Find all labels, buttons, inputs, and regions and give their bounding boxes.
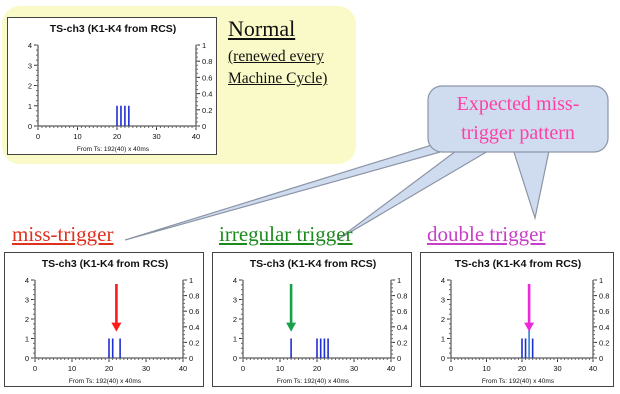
chart-svg: TS-ch3 (K1-K4 from RCS)0123400.20.40.60.… bbox=[28, 23, 213, 153]
callout-pointer-double bbox=[511, 145, 551, 221]
y-tick-label: 1 bbox=[25, 335, 29, 344]
annotation-arrow-head bbox=[111, 322, 122, 332]
x-tick-label: 40 bbox=[179, 364, 187, 373]
y-tick-label: 0 bbox=[441, 354, 445, 363]
x-tick-label: 10 bbox=[68, 364, 76, 373]
chart-panel-irregular-trigger: TS-ch3 (K1-K4 from RCS) 0 1 2 3 4 0 0.2 0.4 0.6 0.… bbox=[212, 252, 412, 387]
y2-tick-label: 1 bbox=[202, 41, 206, 50]
y2-tick-label: 0.6 bbox=[189, 307, 199, 316]
y-tick-label: 2 bbox=[233, 315, 237, 324]
x-tick-label: 10 bbox=[73, 132, 81, 141]
y2-tick-label: 0.2 bbox=[397, 338, 407, 347]
y2-tick-label: 0.8 bbox=[202, 57, 212, 66]
y-tick-label: 3 bbox=[28, 61, 32, 70]
y2-tick-label: 0.8 bbox=[397, 292, 407, 301]
y-tick-label: 4 bbox=[441, 276, 445, 285]
y2-tick-label: 0.2 bbox=[189, 338, 199, 347]
x-tick-label: 20 bbox=[105, 364, 113, 373]
annotation-arrow-head bbox=[524, 322, 535, 332]
normal-subtitle: (renewed every Machine Cycle) bbox=[228, 46, 358, 90]
x-tick-label: 20 bbox=[113, 132, 121, 141]
chart-title: TS-ch3 (K1-K4 from RCS) bbox=[42, 258, 169, 270]
x-tick-label: 0 bbox=[241, 364, 245, 373]
x-tick-label: 10 bbox=[482, 364, 490, 373]
normal-title: Normal bbox=[228, 16, 296, 41]
y-tick-label: 3 bbox=[233, 296, 237, 305]
x-tick-label: 0 bbox=[33, 364, 37, 373]
callout-text: Expected miss- trigger pattern bbox=[428, 90, 608, 148]
y-tick-label: 2 bbox=[441, 315, 445, 324]
callout-line-2: trigger pattern bbox=[461, 122, 575, 144]
chart-svg: TS-ch3 (K1-K4 from RCS)0123400.20.40.60.… bbox=[441, 258, 610, 385]
y2-tick-label: 0.8 bbox=[599, 292, 609, 301]
y2-tick-label: 0.4 bbox=[599, 323, 609, 332]
chart-title: TS-ch3 (K1-K4 from RCS) bbox=[455, 258, 582, 270]
y-tick-label: 2 bbox=[28, 82, 32, 91]
y2-tick-label: 0 bbox=[202, 122, 206, 131]
y-tick-label: 3 bbox=[441, 296, 445, 305]
y2-tick-label: 0.2 bbox=[599, 338, 609, 347]
x-tick-label: 20 bbox=[313, 364, 321, 373]
y-tick-label: 1 bbox=[233, 335, 237, 344]
x-axis-label: From Ts: 192(40) x 40ms bbox=[482, 378, 555, 385]
y2-tick-label: 0.4 bbox=[397, 323, 407, 332]
x-axis-label: From Ts: 192(40) x 40ms bbox=[69, 378, 142, 385]
y-tick-label: 4 bbox=[25, 276, 29, 285]
y2-tick-label: 0.6 bbox=[202, 73, 212, 82]
label-miss-trigger: miss-trigger bbox=[12, 222, 114, 246]
x-axis-label: From Ts: 192(40) x 40ms bbox=[277, 378, 350, 385]
y-tick-label: 4 bbox=[28, 41, 32, 50]
y2-tick-label: 0.4 bbox=[202, 90, 212, 99]
y2-tick-label: 0 bbox=[189, 354, 193, 363]
y-tick-label: 0 bbox=[25, 354, 29, 363]
annotation-arrow-head bbox=[286, 322, 297, 332]
x-axis-label: From Ts: 192(40) x 40ms bbox=[77, 146, 150, 153]
y-tick-label: 1 bbox=[28, 102, 32, 111]
callout-line-1: Expected miss- bbox=[456, 93, 580, 115]
label-double-trigger: double trigger bbox=[427, 222, 546, 246]
normal-subtitle-line-2: Machine Cycle) bbox=[228, 70, 328, 87]
x-tick-label: 30 bbox=[350, 364, 358, 373]
callout-box bbox=[427, 85, 609, 153]
x-tick-label: 20 bbox=[518, 364, 526, 373]
y-tick-label: 4 bbox=[233, 276, 237, 285]
y-tick-label: 2 bbox=[25, 315, 29, 324]
chart-title: TS-ch3 (K1-K4 from RCS) bbox=[50, 23, 177, 35]
y2-tick-label: 1 bbox=[599, 276, 603, 285]
x-tick-label: 30 bbox=[152, 132, 160, 141]
x-tick-label: 0 bbox=[449, 364, 453, 373]
chart-panel-normal: TS-ch3 (K1-K4 from RCS) 0 1 2 3 4 0 0.2 0.4 0.6 0.… bbox=[7, 17, 217, 155]
chart-title: TS-ch3 (K1-K4 from RCS) bbox=[250, 258, 377, 270]
x-tick-label: 0 bbox=[36, 132, 40, 141]
y2-tick-label: 0.6 bbox=[397, 307, 407, 316]
y2-tick-label: 0 bbox=[599, 354, 603, 363]
y2-tick-label: 0.4 bbox=[189, 323, 199, 332]
y-tick-label: 0 bbox=[233, 354, 237, 363]
x-tick-label: 10 bbox=[276, 364, 284, 373]
x-tick-label: 40 bbox=[387, 364, 395, 373]
label-irregular-trigger: irregular trigger bbox=[219, 222, 353, 246]
x-tick-label: 40 bbox=[192, 132, 200, 141]
x-tick-label: 30 bbox=[142, 364, 150, 373]
chart-svg: TS-ch3 (K1-K4 from RCS)0123400.20.40.60.… bbox=[233, 258, 408, 385]
x-tick-label: 30 bbox=[553, 364, 561, 373]
chart-panel-double-trigger: TS-ch3 (K1-K4 from RCS) 0 1 2 3 4 0 0.2 0.4 0.6 0.… bbox=[420, 252, 614, 387]
normal-subtitle-line-1: (renewed every bbox=[228, 48, 324, 65]
y2-tick-label: 0 bbox=[397, 354, 401, 363]
y2-tick-label: 1 bbox=[189, 276, 193, 285]
chart-svg: TS-ch3 (K1-K4 from RCS)0123400.20.40.60.… bbox=[25, 258, 200, 385]
y2-tick-label: 0.2 bbox=[202, 106, 212, 115]
y2-tick-label: 0.8 bbox=[189, 292, 199, 301]
x-tick-label: 40 bbox=[589, 364, 597, 373]
y-tick-label: 1 bbox=[441, 335, 445, 344]
chart-panel-miss-trigger: TS-ch3 (K1-K4 from RCS) 0 1 2 3 4 0 0.2 0.4 0.6 0.… bbox=[4, 252, 204, 387]
y-tick-label: 0 bbox=[28, 122, 32, 131]
y2-tick-label: 1 bbox=[397, 276, 401, 285]
y-tick-label: 3 bbox=[25, 296, 29, 305]
y2-tick-label: 0.6 bbox=[599, 307, 609, 316]
